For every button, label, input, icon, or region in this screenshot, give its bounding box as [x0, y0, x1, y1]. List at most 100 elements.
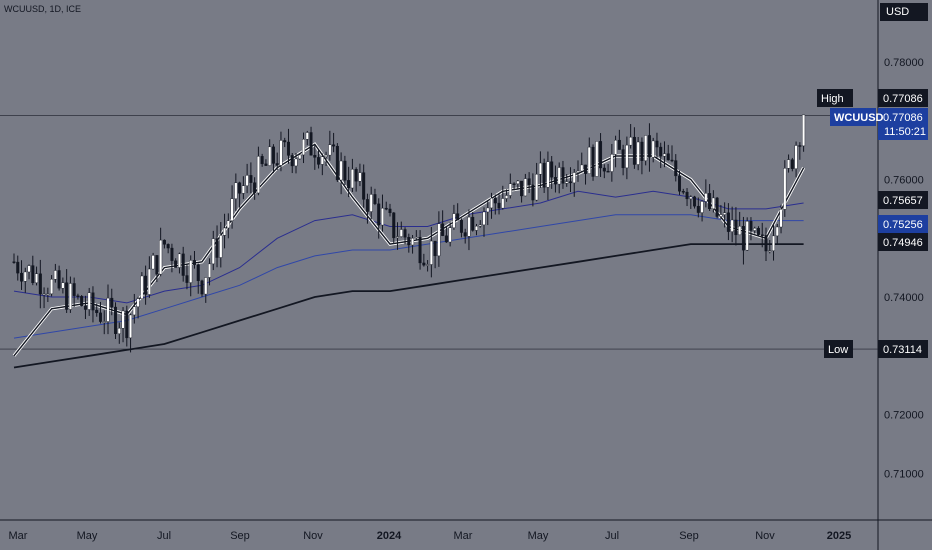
candle-body — [760, 234, 764, 236]
candle-body — [467, 216, 471, 237]
candle-body — [309, 132, 313, 156]
high-tag-label-bg — [817, 89, 853, 107]
candle-body — [204, 277, 208, 295]
candle-body — [347, 180, 351, 189]
low-tag-label-bg — [824, 340, 853, 358]
candle-body — [723, 212, 727, 215]
candle-body — [95, 309, 99, 314]
candle-body — [678, 175, 682, 192]
candle-body — [448, 227, 452, 243]
candle-body — [226, 220, 230, 229]
price-tick-label: 0.76000 — [884, 175, 924, 187]
candle-body — [38, 273, 42, 295]
candle-body — [546, 161, 550, 188]
candle-body — [681, 191, 685, 193]
candle-body — [414, 237, 418, 239]
candle-body — [35, 273, 39, 284]
candle-body — [459, 219, 463, 233]
candle-body — [753, 227, 757, 231]
time-tick-label: Jul — [157, 530, 171, 542]
candle-body — [219, 235, 223, 258]
candle-body — [787, 159, 791, 169]
candle-body — [617, 139, 621, 150]
candle-body — [730, 219, 734, 232]
price-tick-label: 0.74000 — [884, 292, 924, 304]
candle-body — [478, 224, 482, 227]
candle-body — [256, 156, 260, 194]
candle-body — [561, 167, 565, 184]
candle-body — [670, 159, 674, 162]
candle-body — [324, 154, 328, 157]
candle-body — [53, 270, 57, 280]
candle-body — [783, 168, 787, 210]
candle-body — [275, 163, 279, 166]
candle-body — [463, 232, 467, 237]
candle-body — [741, 226, 745, 251]
candle-body — [16, 261, 20, 274]
price-tick-label: 0.72000 — [884, 410, 924, 422]
candle-body — [170, 247, 174, 261]
candle-body — [441, 223, 445, 236]
price-tick-label: 0.71000 — [884, 468, 924, 480]
candle-body — [27, 265, 31, 273]
candle-body — [764, 235, 768, 252]
symbol-tag-label: WCUUSD — [834, 112, 884, 124]
candle-body — [538, 162, 542, 175]
time-tick-label: 2025 — [827, 530, 851, 542]
candle-body — [268, 146, 272, 166]
candle-body — [384, 207, 388, 210]
candle-body — [223, 227, 227, 236]
candle-body — [802, 114, 806, 147]
candle-body — [505, 195, 509, 199]
candle-body — [756, 227, 760, 235]
candle-body — [102, 321, 106, 323]
candle-body — [493, 197, 497, 204]
high-tag-label: High — [821, 93, 844, 105]
candle-body — [422, 262, 426, 266]
candle-body — [294, 158, 298, 167]
candle-body — [177, 253, 181, 268]
candle-body — [708, 193, 712, 210]
candle-body — [429, 240, 433, 265]
candle-body — [768, 250, 772, 252]
candle-body — [87, 292, 91, 310]
candle-body — [83, 305, 87, 310]
time-tick-label: Sep — [679, 530, 699, 542]
candle-body — [365, 199, 369, 212]
candle-body — [779, 209, 783, 228]
candle-body — [407, 237, 411, 246]
time-tick-label: Jul — [605, 530, 619, 542]
candle-body — [550, 161, 554, 178]
candle-body — [121, 310, 125, 329]
candle-body — [396, 236, 400, 239]
candle-body — [305, 132, 309, 140]
candle-body — [711, 197, 715, 210]
candle-body — [629, 136, 633, 146]
candle-body — [264, 163, 268, 166]
candle-body — [249, 175, 253, 183]
candle-body — [290, 155, 294, 167]
candle-body — [696, 205, 700, 213]
ma-slow-value: 0.75256 — [883, 219, 923, 231]
moving-average-slow — [13, 214, 804, 339]
candle-body — [332, 144, 336, 147]
candle-body — [647, 135, 651, 158]
candle-body — [46, 293, 50, 296]
high-tag-value: 0.77086 — [883, 93, 923, 105]
candle-body — [595, 141, 599, 177]
candle-body — [317, 157, 321, 165]
high-tag-value-bg — [878, 89, 928, 107]
candle-body — [50, 278, 54, 295]
candle-body — [426, 264, 430, 266]
candle-body — [200, 280, 204, 295]
currency-button[interactable]: USD — [880, 3, 928, 21]
moving-average-long — [13, 243, 804, 369]
candle-body — [794, 145, 798, 169]
candle-body — [640, 141, 644, 161]
candle-body — [399, 229, 403, 237]
candle-body — [106, 297, 110, 322]
candle-body — [456, 213, 460, 221]
candle-body — [260, 156, 264, 165]
